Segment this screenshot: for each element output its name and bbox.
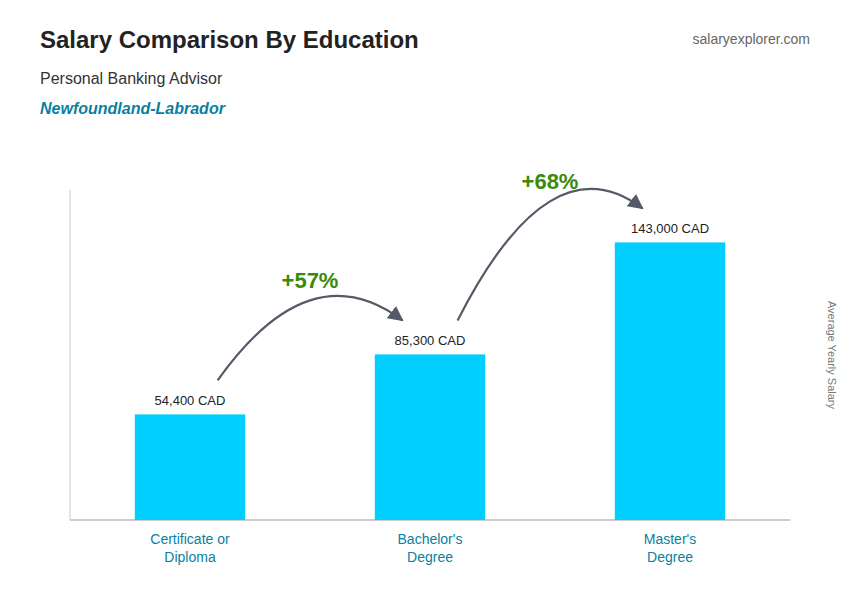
category-label-line: Degree [407,549,453,565]
category-label: Certificate or Diploma [150,531,230,565]
value-label: 54,400 CAD [155,393,226,408]
value-label: 85,300 CAD [395,333,466,348]
watermark: salaryexplorer.com [693,31,811,47]
y-axis-label: Average Yearly Salary [826,301,838,410]
change-arrow [218,296,403,380]
category-label: Master's Degree [644,531,696,565]
bars [135,242,725,520]
title: Salary Comparison By Education [40,26,419,53]
chart-svg: Salary Comparison By Education Personal B… [0,0,850,606]
category-label-line: Diploma [164,549,216,565]
chart-container: Salary Comparison By Education Personal B… [0,0,850,606]
y-axis-line [70,190,71,520]
change-label: +68% [522,169,579,194]
category-label-line: Degree [647,549,693,565]
bar [615,242,725,520]
bar [375,354,485,520]
bar [135,414,245,520]
value-label: 143,000 CAD [631,221,709,236]
category-label-line: Bachelor's [398,531,463,547]
category-label-line: Master's [644,531,696,547]
category-label: Bachelor's Degree [398,531,463,565]
change-label: +57% [282,268,339,293]
subtitle: Newfoundland-Labrador [40,100,226,117]
change-arrow [458,189,643,320]
page: {"chart_data": {"type": "bar", "title": … [0,0,850,606]
subtitle: Personal Banking Advisor [40,70,223,87]
category-label-line: Certificate or [150,531,230,547]
